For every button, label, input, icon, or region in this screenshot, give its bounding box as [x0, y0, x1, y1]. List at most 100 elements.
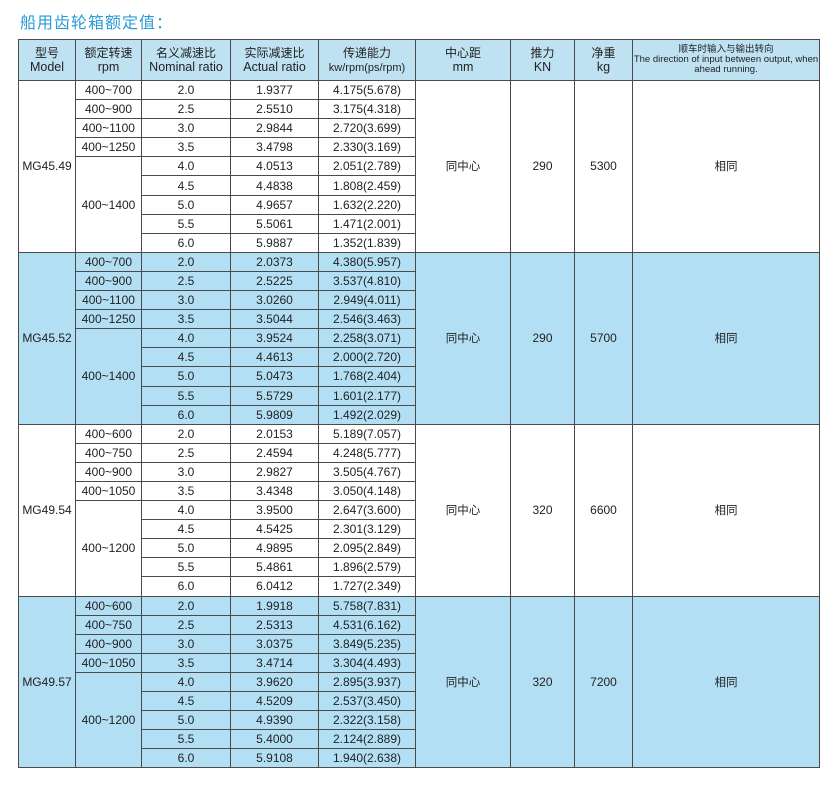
weight-cell: 5300 [574, 80, 633, 253]
table-row: 5.0 4.9657 1.632(2.220) [19, 194, 820, 215]
actual-ratio-cell: 3.4714 [230, 652, 319, 673]
power-cell: 2.895(3.937) [318, 671, 416, 693]
actual-ratio-cell: 2.4594 [230, 442, 319, 463]
table-body: MG45.49 400~700 2.0 1.9377 4.175(5.678) 同中心 29… [18, 79, 820, 769]
weight-cell: 6600 [574, 423, 633, 597]
nominal-ratio-cell: 5.0 [141, 194, 231, 215]
center-distance-cell: 同中心 [415, 251, 511, 425]
table-row: 6.0 5.9108 1.940(2.638) [19, 748, 820, 769]
power-cell: 2.051(2.789) [318, 156, 416, 177]
power-cell: 1.471(2.001) [318, 213, 416, 234]
thrust-cell: 290 [510, 251, 575, 425]
actual-ratio-cell: 3.4348 [230, 480, 319, 502]
rpm-cell: 400~900 [75, 270, 142, 292]
actual-ratio-cell: 3.9500 [230, 500, 319, 521]
power-cell: 2.720(3.699) [318, 118, 416, 139]
actual-ratio-cell: 6.0412 [230, 576, 319, 597]
table-row: 5.5 5.5729 1.601(2.177) [19, 385, 820, 406]
actual-ratio-cell: 3.9620 [230, 671, 319, 693]
actual-ratio-cell: 5.9887 [230, 232, 319, 253]
actual-ratio-cell: 2.0153 [230, 423, 319, 444]
power-cell: 1.352(1.839) [318, 232, 416, 253]
nominal-ratio-cell: 5.5 [141, 385, 231, 406]
rpm-cell: 400~1050 [75, 652, 142, 673]
table-row: 5.0 5.0473 1.768(2.404) [19, 366, 820, 387]
nominal-ratio-cell: 6.0 [141, 404, 231, 425]
actual-ratio-cell: 5.5729 [230, 385, 319, 406]
table-row: 400~1250 3.5 3.4798 2.330(3.169) [19, 137, 820, 158]
power-cell: 2.949(4.011) [318, 290, 416, 311]
header-weight: 净重 kg [574, 39, 633, 81]
actual-ratio-cell: 5.5061 [230, 213, 319, 234]
nominal-ratio-cell: 4.5 [141, 519, 231, 540]
power-cell: 1.632(2.220) [318, 194, 416, 215]
actual-ratio-cell: 5.4861 [230, 557, 319, 578]
nominal-ratio-cell: 4.0 [141, 671, 231, 693]
nominal-ratio-cell: 4.5 [141, 175, 231, 196]
nominal-ratio-cell: 5.5 [141, 729, 231, 750]
table-row: 400~1200 4.0 3.9620 2.895(3.937) [19, 671, 820, 769]
nominal-ratio-cell: 5.5 [141, 557, 231, 578]
model-cell: MG49.57 [18, 595, 76, 769]
direction-cell: 相同 [632, 423, 820, 597]
table-row: 400~1400 4.0 3.9524 2.258(3.071) [19, 328, 820, 425]
actual-ratio-cell: 2.9844 [230, 118, 319, 139]
table-row: MG49.54 400~600 2.0 2.0153 5.189(7.057) 同中心 32… [18, 423, 820, 597]
power-cell: 1.492(2.029) [318, 404, 416, 425]
model-cell: MG49.54 [18, 423, 76, 597]
table-row: 4.5 4.4838 1.808(2.459) [19, 175, 820, 196]
center-distance-cell: 同中心 [415, 80, 511, 253]
actual-ratio-cell: 2.5510 [230, 99, 319, 120]
power-cell: 3.849(5.235) [318, 633, 416, 654]
center-distance-cell: 同中心 [415, 595, 511, 769]
table-row: 400~900 3.0 3.0375 3.849(5.235) [19, 633, 820, 654]
table-row: 400~1100 3.0 3.0260 2.949(4.011) [19, 290, 820, 311]
nominal-ratio-cell: 4.0 [141, 500, 231, 521]
actual-ratio-cell: 4.9895 [230, 538, 319, 559]
nominal-ratio-cell: 3.0 [141, 633, 231, 654]
actual-ratio-cell: 2.5225 [230, 270, 319, 292]
actual-ratio-cell: 4.4613 [230, 347, 319, 368]
thrust-cell: 320 [510, 595, 575, 769]
power-cell: 2.537(3.450) [318, 690, 416, 712]
power-cell: 3.175(4.318) [318, 99, 416, 120]
actual-ratio-cell: 4.0513 [230, 156, 319, 177]
direction-cell: 相同 [632, 80, 820, 253]
power-cell: 1.727(2.349) [318, 576, 416, 597]
nominal-ratio-cell: 3.0 [141, 118, 231, 139]
rpm-cell: 400~750 [75, 442, 142, 463]
nominal-ratio-cell: 6.0 [141, 748, 231, 769]
power-cell: 4.380(5.957) [318, 251, 416, 272]
power-cell: 5.189(7.057) [318, 423, 416, 444]
header-center-distance: 中心距 mm [415, 39, 511, 81]
power-cell: 4.175(5.678) [318, 79, 416, 101]
table-row: 400~1200 4.0 3.9500 2.647(3.600) [19, 500, 820, 597]
rpm-cell: 400~900 [75, 99, 142, 120]
nominal-ratio-cell: 2.5 [141, 614, 231, 635]
table-row: 400~1050 3.5 3.4348 3.050(4.148) [19, 480, 820, 502]
header-direction: 顺车时输入与输出转向 The direction of input between… [632, 39, 820, 81]
table-row: MG45.49 400~700 2.0 1.9377 4.175(5.678) 同中心 29… [18, 79, 820, 253]
center-distance-cell: 同中心 [415, 423, 511, 597]
nominal-ratio-cell: 5.5 [141, 213, 231, 234]
gearbox-rating-table: 型号 Model 额定转速 rpm 名义减速比 Nominal ratio 实际减速比… [18, 39, 820, 769]
table-row: 400~900 3.0 2.9827 3.505(4.767) [19, 461, 820, 482]
weight-cell: 7200 [574, 595, 633, 769]
power-cell: 2.330(3.169) [318, 137, 416, 158]
table-row: MG49.57 400~600 2.0 1.9918 5.758(7.831) 同中心 32… [18, 595, 820, 769]
rpm-cell: 400~1250 [75, 137, 142, 158]
power-cell: 2.322(3.158) [318, 710, 416, 731]
power-cell: 1.768(2.404) [318, 366, 416, 387]
nominal-ratio-cell: 4.0 [141, 328, 231, 349]
actual-ratio-cell: 4.5425 [230, 519, 319, 540]
table-row: 5.0 4.9390 2.322(3.158) [19, 710, 820, 731]
header-actual-ratio: 实际减速比 Actual ratio [230, 39, 319, 81]
actual-ratio-cell: 5.9108 [230, 748, 319, 769]
table-row: 400~1250 3.5 3.5044 2.546(3.463) [19, 309, 820, 330]
rpm-cell: 400~700 [75, 79, 142, 101]
rpm-cell: 400~1250 [75, 309, 142, 330]
table-row: 6.0 5.9887 1.352(1.839) [19, 232, 820, 253]
nominal-ratio-cell: 2.5 [141, 442, 231, 463]
power-cell: 3.050(4.148) [318, 480, 416, 502]
table-row: MG45.52 400~700 2.0 2.0373 4.380(5.957) 同中心 29… [18, 251, 820, 425]
